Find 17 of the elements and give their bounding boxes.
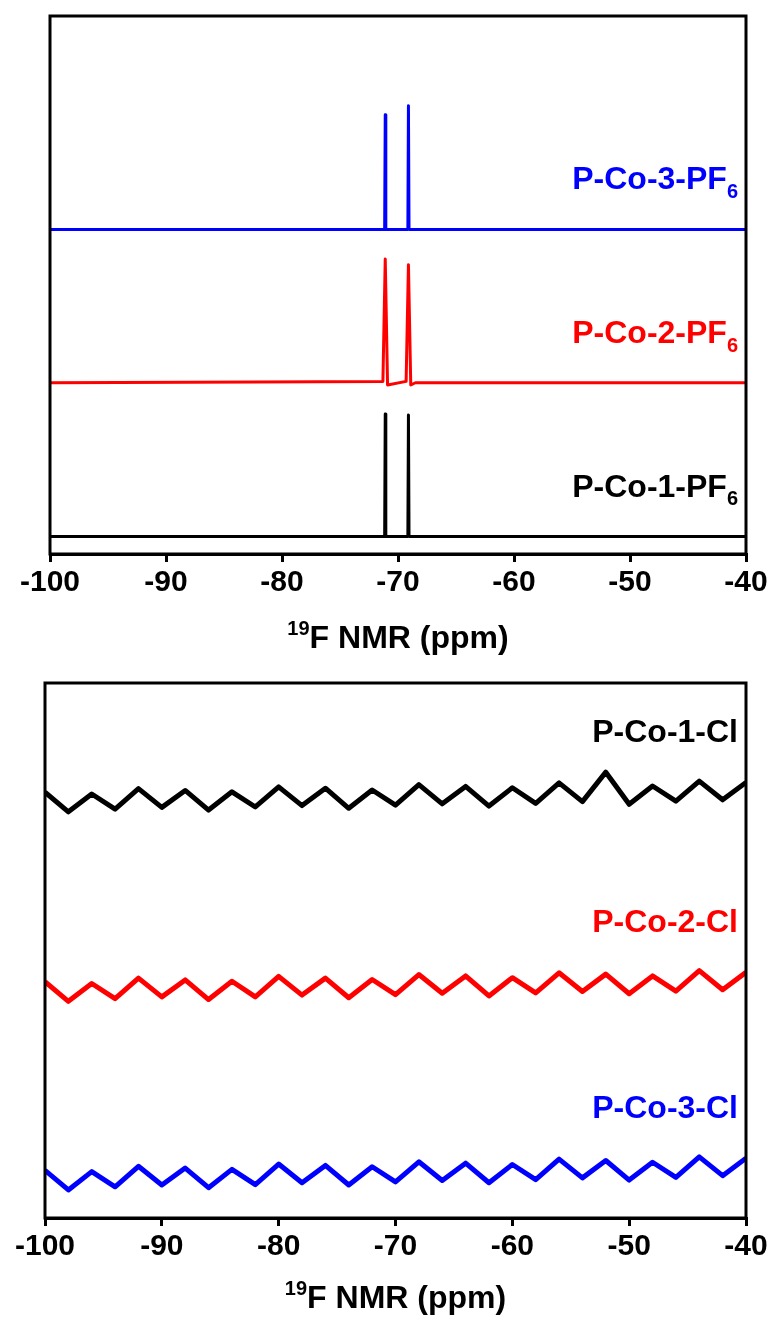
series-label: P-Co-2-Cl xyxy=(592,903,738,940)
x-tick-label: -60 xyxy=(492,564,536,598)
series-label: P-Co-3-Cl xyxy=(592,1089,738,1126)
x-tick-label: -80 xyxy=(256,1228,301,1262)
series-label: P-Co-1-Cl xyxy=(592,713,738,750)
x-tick-label: -90 xyxy=(140,1228,184,1262)
x-tick-label: -40 xyxy=(724,564,768,598)
x-tick-label: -70 xyxy=(373,1228,418,1262)
x-tick-label: -60 xyxy=(490,1228,535,1262)
x-tick-label: -100 xyxy=(19,564,81,598)
x-tick-label: -50 xyxy=(608,564,652,598)
x-tick-label: -80 xyxy=(260,564,304,598)
x-tick-label: -100 xyxy=(14,1228,76,1262)
x-tick-label: -90 xyxy=(144,564,188,598)
x-tick-label: -70 xyxy=(376,564,420,598)
x-tick-label: -50 xyxy=(607,1228,651,1262)
x-tick-label: -40 xyxy=(724,1228,768,1262)
